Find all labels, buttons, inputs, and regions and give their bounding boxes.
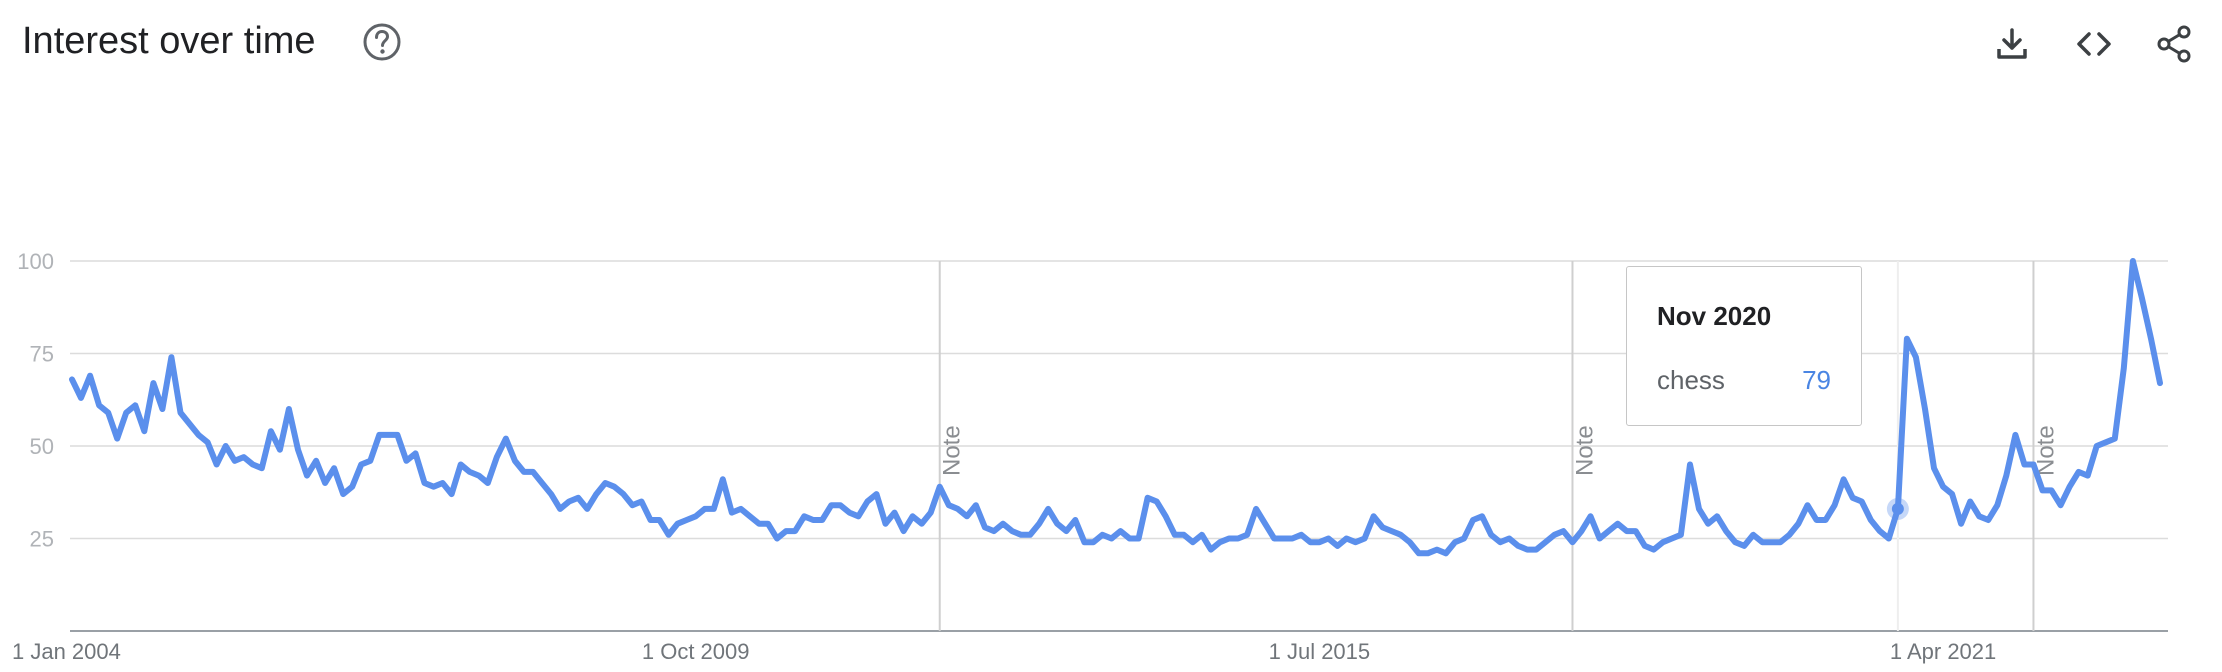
- tooltip-term: chess: [1657, 365, 1725, 395]
- x-tick-label: 1 Jan 2004: [12, 639, 121, 664]
- tooltip-value: 79: [1802, 365, 1831, 395]
- x-tick-label: 1 Oct 2009: [642, 639, 750, 664]
- series-line-chess: [69, 258, 2163, 557]
- help-circle-icon[interactable]: [362, 22, 402, 62]
- chart-tooltip: Nov 2020 chess 79: [1626, 266, 1862, 426]
- note-label: Note: [1571, 425, 1598, 476]
- code-icon[interactable]: [2074, 24, 2114, 64]
- note-label: Note: [939, 425, 966, 476]
- highlight-point: [1891, 502, 1904, 515]
- x-tick-label: 1 Apr 2021: [1890, 639, 1996, 664]
- share-icon[interactable]: [2154, 24, 2194, 64]
- y-tick-label: 25: [30, 527, 54, 552]
- y-tick-label: 100: [17, 249, 54, 274]
- chart-title: Interest over time: [22, 20, 316, 62]
- x-tick-label: 1 Jul 2015: [1269, 639, 1371, 664]
- download-icon[interactable]: [1992, 24, 2032, 64]
- y-tick-label: 75: [30, 342, 54, 367]
- y-tick-label: 50: [30, 434, 54, 459]
- tooltip-date: Nov 2020: [1657, 301, 1772, 331]
